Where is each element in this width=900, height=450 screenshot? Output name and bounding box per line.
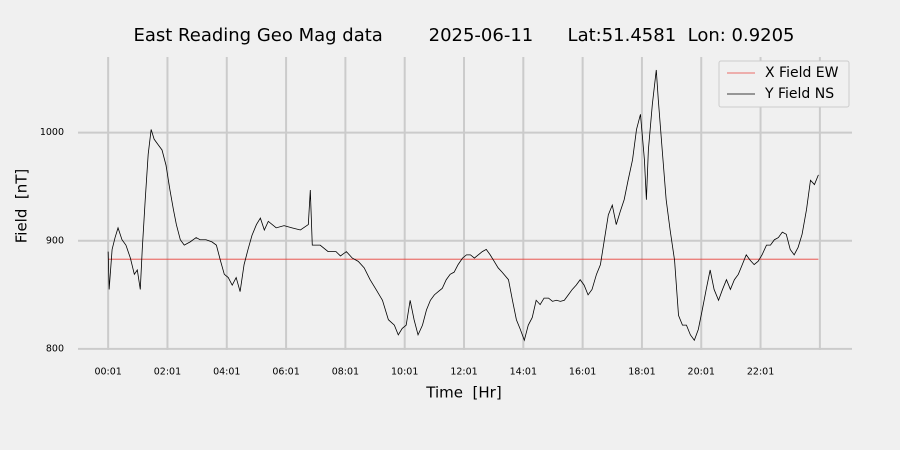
legend-box bbox=[718, 60, 850, 108]
line-series bbox=[107, 69, 819, 342]
x-tick-label: 08:01 bbox=[332, 367, 359, 378]
x-tick-label: 02:01 bbox=[154, 367, 181, 378]
y-tick-label: 1000 bbox=[40, 127, 64, 138]
legend: X Field EW Y Field NS bbox=[718, 60, 850, 108]
x-tick-label: 18:01 bbox=[628, 367, 655, 378]
legend-label: Y Field NS bbox=[764, 86, 834, 102]
x-tick-label: 16:01 bbox=[569, 367, 596, 378]
x-tick-label: 04:01 bbox=[213, 367, 240, 378]
y-axis-label: Field [nT] bbox=[13, 169, 31, 244]
x-axis-label: Time [Hr] bbox=[425, 384, 501, 402]
grid bbox=[78, 57, 852, 350]
x-tick-label: 22:01 bbox=[747, 367, 774, 378]
legend-label: X Field EW bbox=[765, 65, 839, 81]
x-tick-label: 14:01 bbox=[510, 367, 537, 378]
x-tick-label: 10:01 bbox=[391, 367, 418, 378]
x-tick-label: 06:01 bbox=[272, 367, 299, 378]
x-tick-label: 20:01 bbox=[688, 367, 715, 378]
plot bbox=[107, 69, 819, 342]
x-tick-label: 00:01 bbox=[94, 367, 121, 378]
y-tick-label: 900 bbox=[46, 235, 64, 246]
x-tick-label: 12:01 bbox=[450, 367, 477, 378]
y-tick-label: 800 bbox=[46, 343, 64, 354]
chart-title: East Reading Geo Mag data 2025-06-11 Lat… bbox=[133, 25, 794, 46]
